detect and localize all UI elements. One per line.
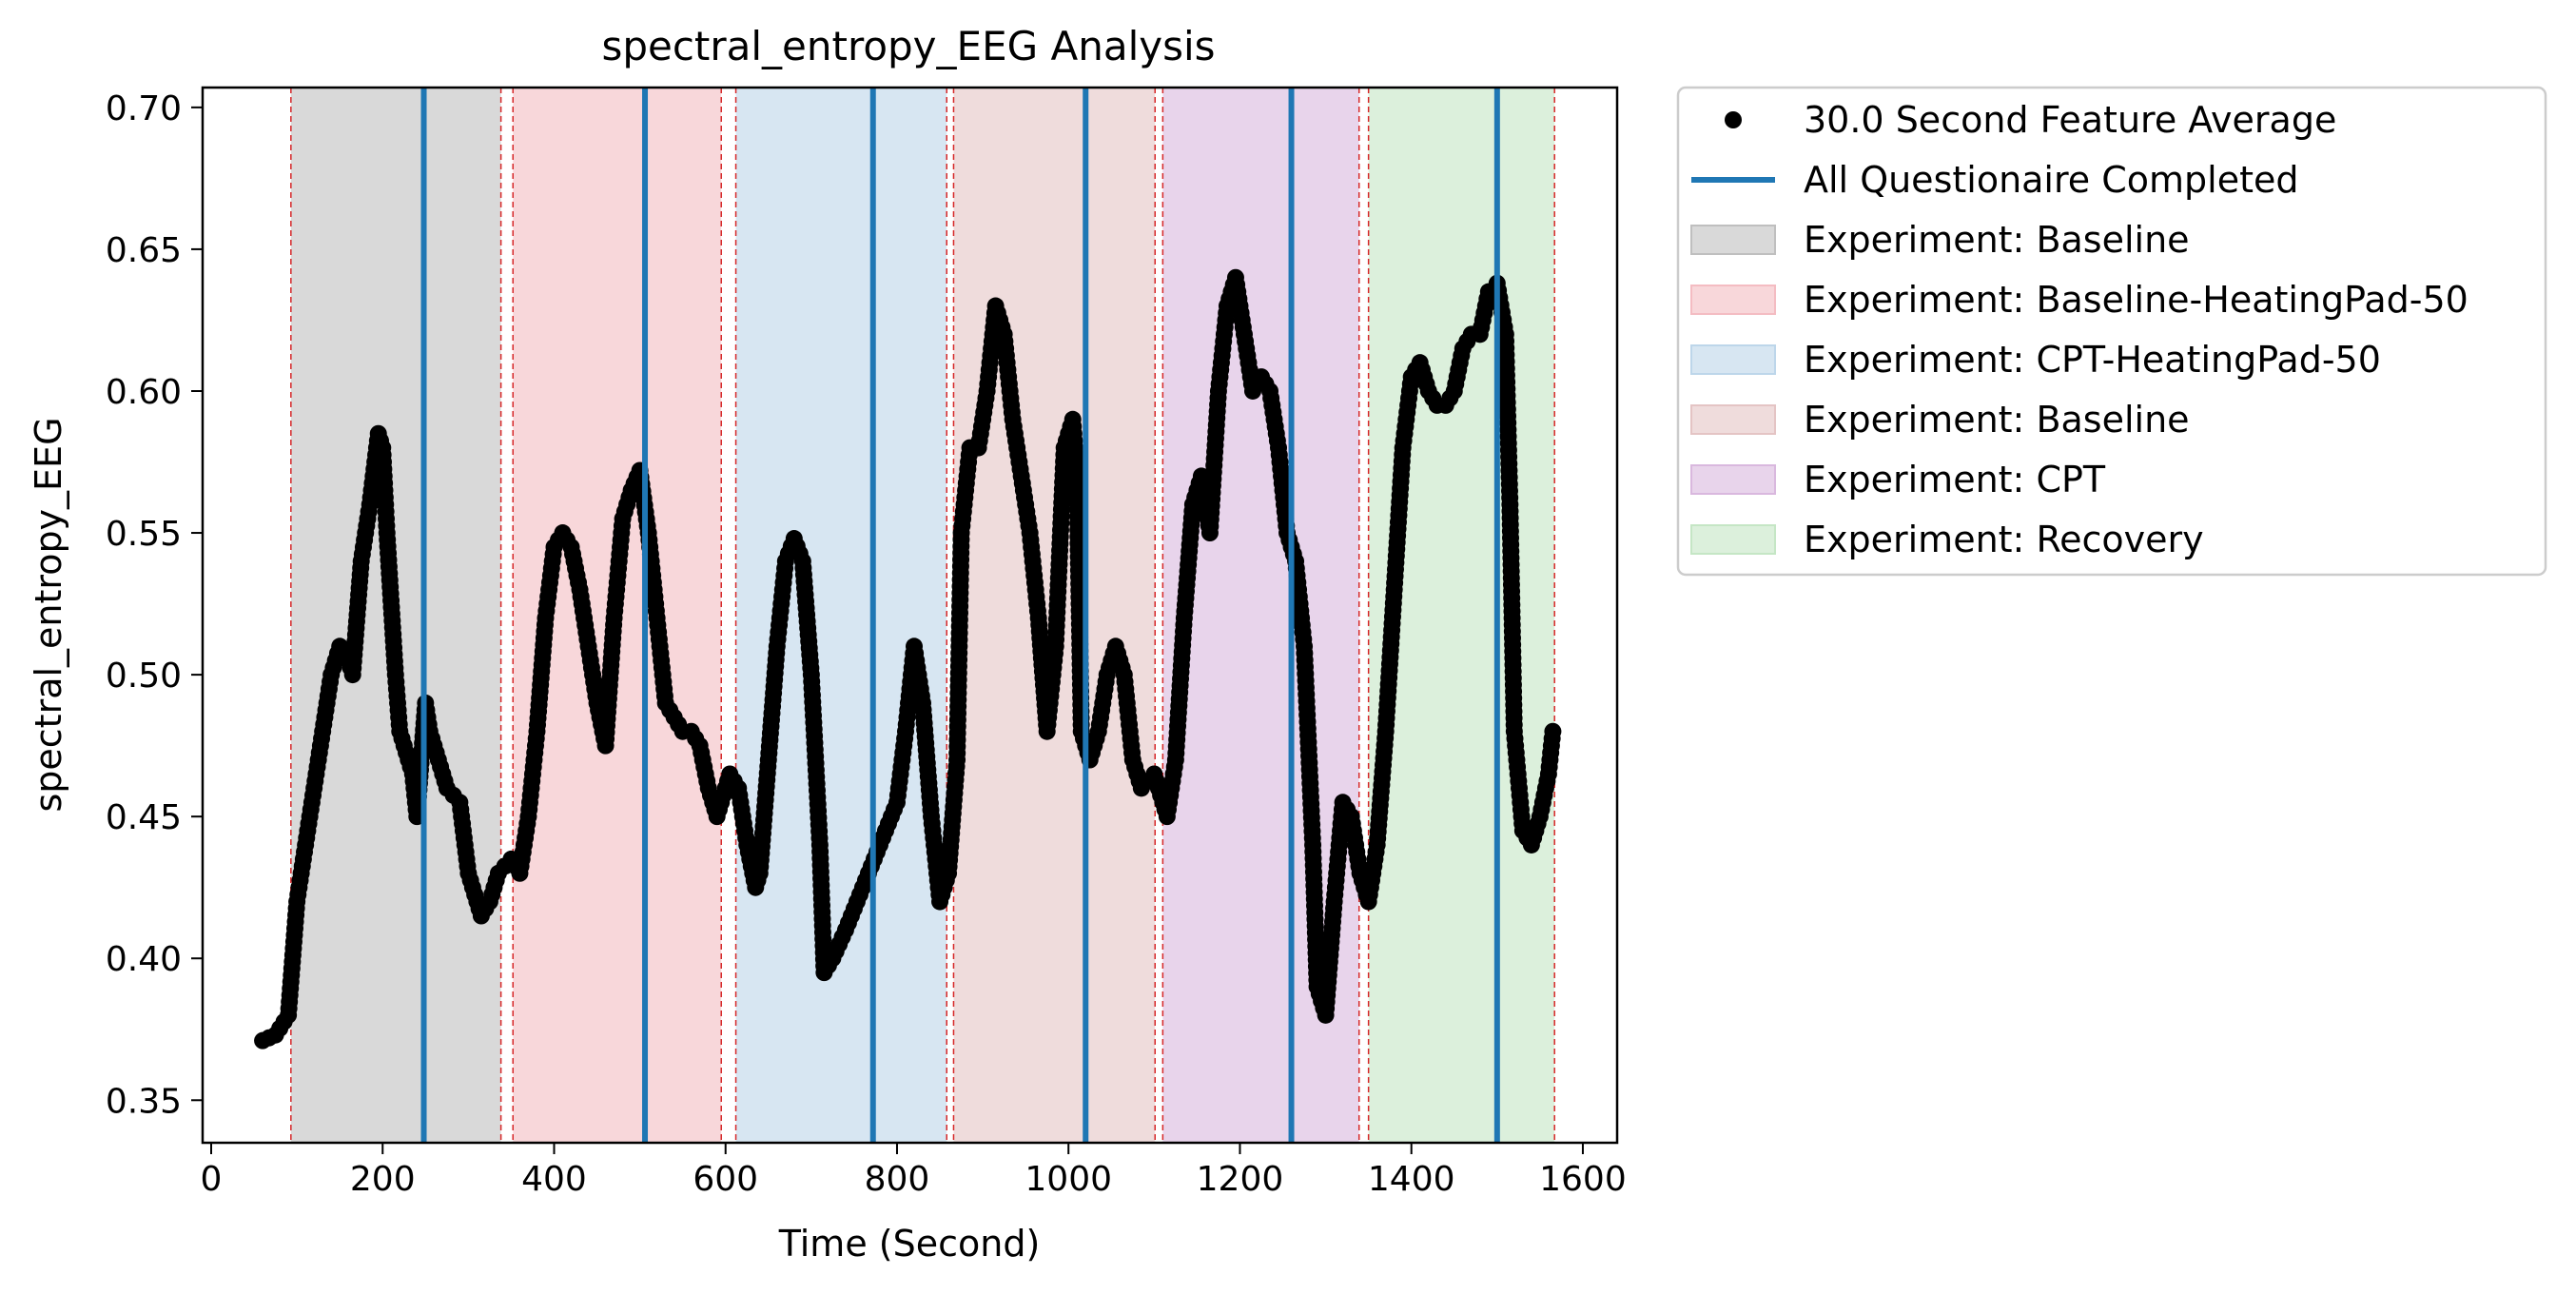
x-axis-label: Time (Second) — [778, 1223, 1041, 1265]
legend-point-swatch — [1725, 111, 1742, 128]
experiment-spans — [290, 88, 1555, 1143]
plot-frame — [201, 86, 1619, 1145]
legend-label: 30.0 Second Feature Average — [1804, 99, 2336, 141]
legend-label: All Questionaire Completed — [1804, 159, 2299, 201]
feature-average-points — [254, 268, 1562, 1050]
legend-patch-swatch — [1690, 524, 1776, 555]
span-3 — [735, 88, 947, 1143]
legend-label: Experiment: Baseline-HeatingPad-50 — [1804, 279, 2469, 321]
legend-label: Experiment: Baseline — [1804, 399, 2190, 441]
data-point — [1544, 722, 1562, 740]
chart-title: spectral_entropy_EEG Analysis — [601, 23, 1215, 69]
y-tick-label: 0.70 — [106, 89, 182, 128]
y-tick-label: 0.50 — [106, 657, 182, 696]
x-tick-label: 1200 — [1197, 1160, 1284, 1199]
legend-patch-swatch — [1690, 285, 1776, 315]
y-tick-label: 0.55 — [106, 515, 182, 554]
legend-label: Experiment: Recovery — [1804, 519, 2204, 560]
y-tick-label: 0.60 — [106, 373, 182, 412]
x-tick-label: 400 — [521, 1160, 587, 1199]
legend-label: Experiment: CPT — [1804, 459, 2106, 500]
x-tick-label: 800 — [865, 1160, 930, 1199]
legend-label: Experiment: Baseline — [1804, 219, 2190, 261]
x-tick-label: 0 — [201, 1160, 223, 1199]
legend-patch-swatch — [1690, 464, 1776, 495]
legend: 30.0 Second Feature Average All Questiona… — [1676, 86, 2547, 577]
y-tick-label: 0.65 — [106, 231, 182, 270]
x-tick-label: 1600 — [1539, 1160, 1627, 1199]
legend-patch-swatch — [1690, 225, 1776, 255]
y-axis-label: spectral_entropy_EEG — [28, 417, 69, 812]
x-tick-label: 1400 — [1368, 1160, 1455, 1199]
y-tick-label: 0.40 — [106, 940, 182, 979]
y-axis-ticks: 0.35 0.40 0.45 0.50 0.55 0.60 0.65 0.70 — [106, 89, 203, 1121]
x-tick-label: 200 — [350, 1160, 416, 1199]
x-tick-label: 600 — [693, 1160, 758, 1199]
legend-patch-swatch — [1690, 404, 1776, 435]
y-tick-label: 0.45 — [106, 798, 182, 837]
y-tick-label: 0.35 — [106, 1082, 182, 1121]
legend-box — [1676, 86, 2547, 577]
x-tick-label: 1000 — [1025, 1160, 1112, 1199]
questionnaire-lines — [420, 88, 1500, 1143]
legend-patch-swatch — [1690, 344, 1776, 375]
legend-label: Experiment: CPT-HeatingPad-50 — [1804, 339, 2381, 381]
x-axis-ticks: 0 200 400 600 800 1000 1200 1400 1600 — [201, 1143, 1627, 1199]
